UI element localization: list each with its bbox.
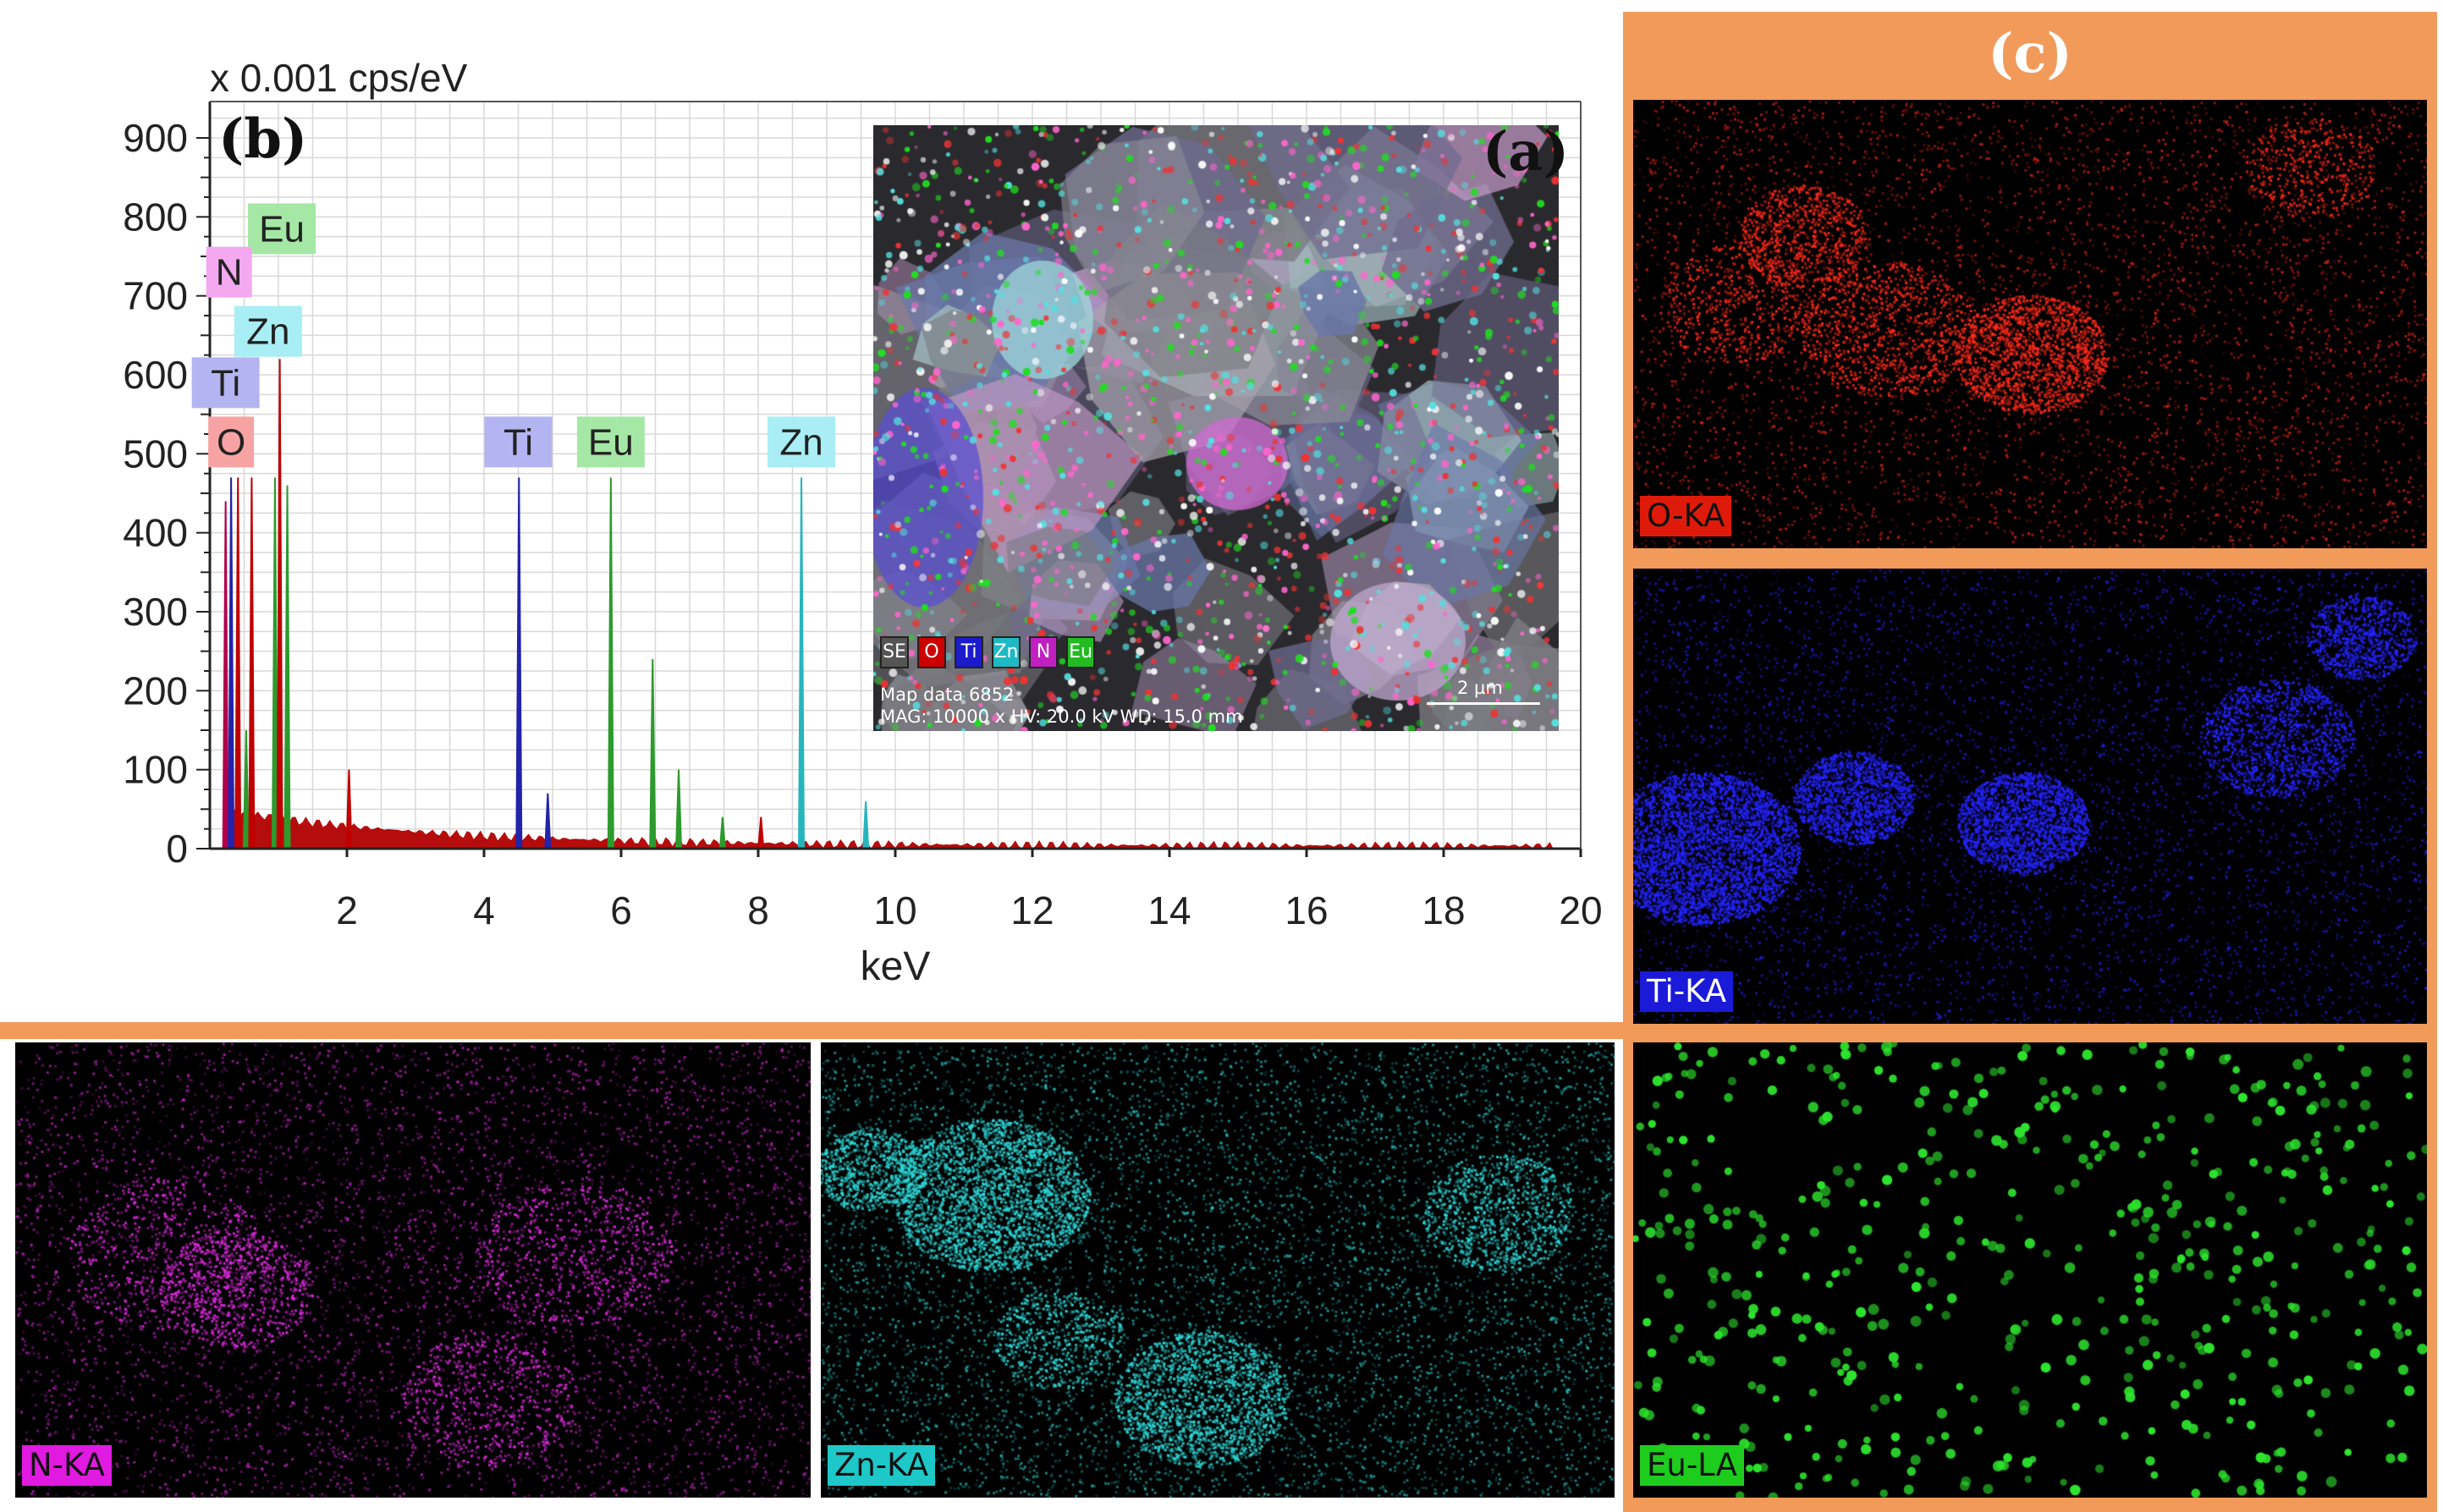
scale-bar (1427, 702, 1540, 705)
peak-label-box (206, 246, 252, 298)
o-ka-label: O-KA (1640, 496, 1732, 536)
zn-ka-map: Zn-KA (821, 1042, 1615, 1498)
x-tick-label: 18 (1422, 888, 1465, 932)
spectrum-peak (271, 477, 278, 849)
peak-label-box (248, 203, 316, 255)
spectrum-peak (283, 485, 291, 849)
x-tick-label: 12 (1010, 888, 1054, 932)
scale-bar-label: 2 µm (1457, 678, 1503, 698)
peak-label-box (234, 305, 302, 357)
eu-la-map-image (1633, 1042, 2427, 1498)
y-tick-label: 100 (123, 748, 188, 792)
panel-a-label: (a) (1483, 120, 1570, 184)
x-tick-label: 8 (747, 888, 769, 932)
spectrum-peak (515, 477, 523, 849)
y-tick-label: 400 (123, 511, 188, 555)
spectrum-peak (649, 659, 657, 849)
spectrum-peak (544, 793, 552, 849)
eu-la-map: Eu-LA (1633, 1042, 2427, 1498)
peak-label: N (216, 252, 243, 294)
sem-info-line2: MAG: 10000 x HV: 20.0 kV WD: 15.0 mm (880, 707, 1243, 727)
spectrum-baseline (223, 808, 1554, 849)
spectrum-peak (675, 769, 683, 849)
peak-label-box (576, 416, 645, 468)
peak-label: Zn (246, 311, 289, 353)
x-tick-label: 20 (1559, 888, 1602, 932)
x-tick-label: 10 (873, 888, 916, 932)
chart-ticks: 2 4 6 8 10 12 14 16 18 20 900 800 700 600 500 400 300 200… (123, 116, 1602, 932)
peak-label: Zn (779, 421, 823, 463)
y-tick-label: 500 (123, 432, 188, 476)
spectrum-peak (718, 816, 726, 849)
n-ka-map: N-KA (15, 1042, 811, 1498)
spectrum-peak (222, 501, 229, 849)
n-ka-map-image (15, 1042, 811, 1498)
peak-label: Ti (503, 421, 533, 463)
y-tick-label: 0 (166, 827, 188, 871)
spectrum-peak (607, 477, 614, 849)
spectrum-peak (798, 477, 806, 849)
sem-legend-zn: Zn (992, 636, 1021, 668)
spectrum-peak (228, 477, 235, 849)
x-tick-label: 2 (336, 888, 358, 932)
y-tick-label: 900 (123, 116, 188, 160)
y-tick-label: 700 (123, 274, 188, 318)
peak-label: Eu (259, 208, 305, 250)
spectrum-peak (345, 769, 353, 849)
spectrum-peak (234, 477, 242, 849)
peak-label: Ti (211, 362, 240, 404)
eu-la-label: Eu-LA (1640, 1445, 1744, 1486)
y-tick-label: 800 (123, 195, 188, 239)
peak-label: Eu (588, 421, 634, 463)
x-tick-label: 4 (473, 888, 495, 932)
spectrum-peak (242, 730, 250, 849)
panel-c-label: (c) (1988, 22, 2072, 85)
spectrum-peak (862, 801, 870, 849)
ti-ka-label: Ti-KA (1640, 971, 1734, 1012)
spectrum-peak (248, 477, 256, 849)
y-unit-label: x 0.001 cps/eV (210, 56, 468, 100)
sem-legend-o: O (917, 636, 946, 668)
zn-ka-label: Zn-KA (828, 1445, 936, 1486)
n-ka-label: N-KA (22, 1445, 112, 1486)
sem-legend-eu: Eu (1066, 636, 1095, 668)
spectrum-peak (757, 816, 765, 849)
o-ka-map-image (1633, 100, 2427, 548)
spectrum-peak (276, 359, 283, 849)
panel-b-label: (b) (218, 107, 307, 171)
peak-label-box (191, 357, 260, 409)
peak-label: O (217, 421, 245, 463)
ti-ka-map-image (1633, 569, 2427, 1024)
o-ka-map: O-KA (1633, 100, 2427, 548)
y-tick-label: 200 (123, 668, 188, 712)
x-tick-label: 14 (1147, 888, 1191, 932)
divider-strip (0, 1022, 1629, 1039)
sem-legend-ti: Ti (955, 636, 983, 668)
y-tick-label: 600 (123, 353, 188, 397)
x-tick-label: 6 (610, 888, 632, 932)
sem-legend-n: N (1029, 636, 1058, 668)
sem-legend-se: SE (880, 636, 909, 668)
peak-label-box (484, 416, 553, 468)
y-tick-label: 300 (123, 590, 188, 634)
sem-micrograph (873, 125, 1559, 731)
x-tick-label: 16 (1285, 888, 1328, 932)
sem-composite-image: SE O Ti Zn N Eu Map data 6852 MAG: 10000 x HV… (873, 125, 1559, 731)
ti-ka-map: Ti-KA (1633, 569, 2427, 1024)
sem-info-line1: Map data 6852 (880, 685, 1015, 705)
spectrum-peaks (222, 359, 870, 849)
spectrum-background (223, 808, 1554, 849)
zn-ka-map-image (821, 1042, 1615, 1498)
peak-label-box (768, 416, 836, 468)
x-axis-label: keV (861, 944, 931, 989)
peak-label-box (208, 416, 255, 468)
